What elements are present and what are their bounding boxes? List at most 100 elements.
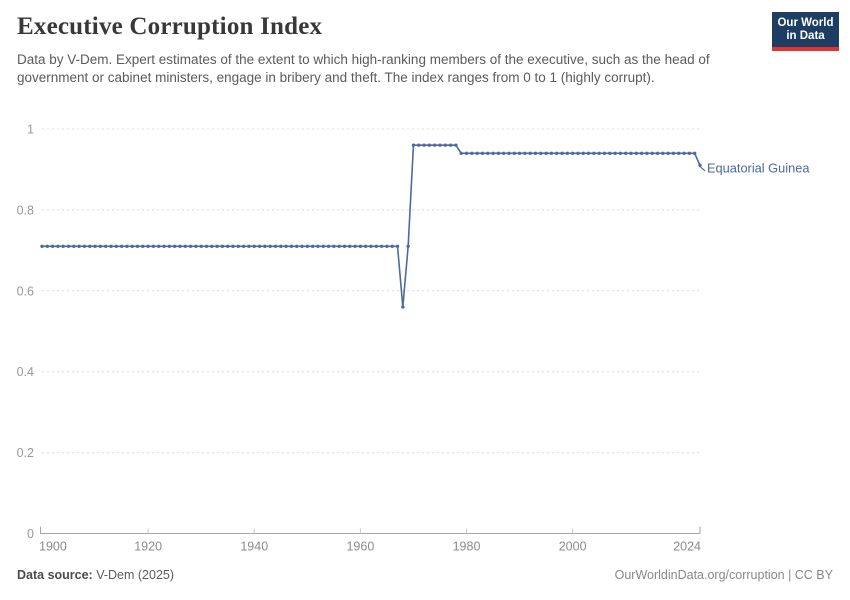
data-point[interactable] <box>263 244 267 249</box>
data-point[interactable] <box>109 244 113 249</box>
data-point[interactable] <box>592 151 596 155</box>
data-point[interactable] <box>220 244 225 249</box>
data-point[interactable] <box>650 151 654 155</box>
owid-logo[interactable]: Our World in Data <box>772 12 839 51</box>
data-point[interactable] <box>576 151 580 155</box>
data-point[interactable] <box>279 244 283 249</box>
data-point[interactable] <box>597 151 601 155</box>
data-point[interactable] <box>321 244 325 249</box>
data-point[interactable] <box>692 151 697 155</box>
data-point[interactable] <box>422 143 426 147</box>
data-point[interactable] <box>114 244 118 249</box>
data-point[interactable] <box>395 244 400 249</box>
data-point[interactable] <box>385 244 389 249</box>
data-point[interactable] <box>698 163 702 168</box>
data-point[interactable] <box>379 244 384 249</box>
data-point[interactable] <box>348 244 352 249</box>
data-point[interactable] <box>443 143 447 147</box>
data-point[interactable] <box>613 151 617 155</box>
data-point[interactable] <box>390 244 394 249</box>
data-point[interactable] <box>130 244 134 249</box>
data-point[interactable] <box>438 143 442 147</box>
data-point[interactable] <box>167 244 172 249</box>
data-point[interactable] <box>618 151 623 155</box>
data-point[interactable] <box>273 244 278 249</box>
data-point[interactable] <box>501 151 506 155</box>
data-point[interactable] <box>215 244 219 249</box>
data-point[interactable] <box>517 151 522 155</box>
data-point[interactable] <box>241 244 246 249</box>
data-point[interactable] <box>470 151 474 155</box>
trend-line[interactable] <box>42 144 701 308</box>
data-point[interactable] <box>194 244 198 249</box>
data-point[interactable] <box>448 143 453 147</box>
data-point[interactable] <box>533 151 538 155</box>
data-point[interactable] <box>608 151 612 155</box>
data-point[interactable] <box>353 244 357 249</box>
data-point[interactable] <box>363 244 368 249</box>
data-point[interactable] <box>624 151 628 155</box>
data-point[interactable] <box>565 151 570 155</box>
data-point[interactable] <box>682 151 686 155</box>
data-point[interactable] <box>549 151 554 155</box>
data-point[interactable] <box>507 151 511 155</box>
data-point[interactable] <box>199 244 203 249</box>
data-point[interactable] <box>236 244 241 249</box>
data-point[interactable] <box>432 143 437 147</box>
data-point[interactable] <box>666 151 670 155</box>
data-point[interactable] <box>454 143 458 147</box>
data-point[interactable] <box>157 244 161 249</box>
data-point[interactable] <box>119 244 124 249</box>
credit-link[interactable]: OurWorldinData.org/corruption | CC BY <box>614 568 833 582</box>
data-point[interactable] <box>629 151 633 155</box>
data-point[interactable] <box>369 244 373 249</box>
data-point[interactable] <box>602 151 607 155</box>
data-point[interactable] <box>326 244 331 249</box>
data-point[interactable] <box>61 244 65 249</box>
data-point[interactable] <box>475 151 479 155</box>
data-point[interactable] <box>406 244 410 249</box>
data-point[interactable] <box>231 244 235 249</box>
data-point[interactable] <box>284 244 288 249</box>
data-point[interactable] <box>188 244 193 249</box>
data-point[interactable] <box>56 244 60 249</box>
data-point[interactable] <box>247 244 251 249</box>
data-point[interactable] <box>491 151 495 155</box>
data-point[interactable] <box>677 151 681 155</box>
data-point[interactable] <box>146 244 150 249</box>
data-point[interactable] <box>639 151 644 155</box>
data-point[interactable] <box>183 244 187 249</box>
data-point[interactable] <box>257 244 262 249</box>
data-point[interactable] <box>486 151 490 155</box>
data-point[interactable] <box>581 151 585 155</box>
data-point[interactable] <box>103 244 108 249</box>
data-point[interactable] <box>151 244 156 249</box>
data-point[interactable] <box>162 244 166 249</box>
data-point[interactable] <box>82 244 87 249</box>
data-point[interactable] <box>268 244 272 249</box>
data-point[interactable] <box>289 244 294 249</box>
data-point[interactable] <box>45 244 50 249</box>
data-point[interactable] <box>305 244 310 249</box>
data-point[interactable] <box>252 244 256 249</box>
data-point[interactable] <box>66 244 71 249</box>
data-point[interactable] <box>50 244 55 249</box>
data-point[interactable] <box>204 244 209 249</box>
data-point[interactable] <box>687 151 692 155</box>
data-point[interactable] <box>427 143 432 147</box>
data-point[interactable] <box>480 151 485 155</box>
data-point[interactable] <box>528 151 532 155</box>
data-point[interactable] <box>634 151 639 155</box>
data-point[interactable] <box>560 151 564 155</box>
data-point[interactable] <box>544 151 548 155</box>
data-point[interactable] <box>645 151 649 155</box>
data-point[interactable] <box>411 143 416 147</box>
data-point[interactable] <box>88 244 92 249</box>
data-point[interactable] <box>332 244 336 249</box>
data-point[interactable] <box>172 244 177 249</box>
data-point[interactable] <box>401 305 405 309</box>
data-point[interactable] <box>539 151 543 155</box>
data-point[interactable] <box>300 244 304 249</box>
data-point[interactable] <box>210 244 214 249</box>
